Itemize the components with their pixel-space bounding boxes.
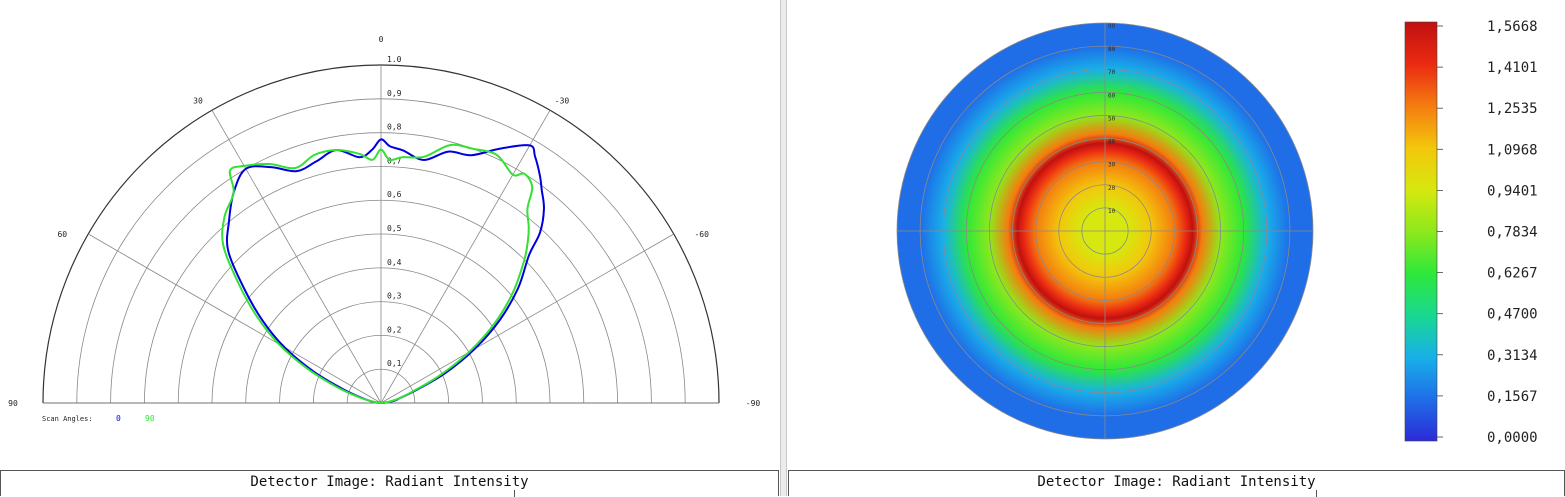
colorbar [1404,21,1438,442]
colorbar-tick-label: 0,9401 [1487,183,1538,199]
series-line-0 [225,138,545,405]
colorbar-tick-label: 1,4101 [1487,60,1538,76]
legend-entry-90: 90 [145,414,155,423]
polar-chart: 0 30 -30 60 -60 90 -90 1.0 0,9 0,8 0,7 0,6 0,5 0,4 0,3… [8,35,761,423]
radial-tick-label: 0,9 [387,89,402,98]
colorbar-tick-label: 0,1567 [1487,389,1538,405]
ring-tick-label: 30 [1108,162,1116,169]
ring-tick-label: 50 [1108,115,1116,122]
ring-tick-label: 90 [1108,23,1116,30]
left-caption-bar: Detector Image: Radiant Intensity [0,470,779,497]
radial-tick-label: 0,4 [387,258,402,267]
polar-plot-panel: 0 30 -30 60 -60 90 -90 1.0 0,9 0,8 0,7 0,6 0,5 0,4 0,3… [0,0,779,470]
colorbar-tick-label: 1,5668 [1487,19,1538,35]
right-caption-bar: Detector Image: Radiant Intensity [788,470,1565,497]
angle-spoke [380,110,551,404]
ring-tick-label: 10 [1108,208,1116,215]
angle-tick-label: 0 [379,35,384,44]
radial-tick-label: 0,7 [387,156,402,165]
radial-tick-label: 1.0 [387,55,402,64]
angle-spoke [380,233,674,404]
series-line-90 [221,143,534,404]
angle-spoke [88,233,382,404]
radial-tick-label: 0,8 [387,123,402,132]
ring-tick-label: 20 [1108,185,1116,192]
angle-tick-label: -90 [746,399,761,408]
radial-tick-label: 0,5 [387,224,402,233]
detector-image-panel: 90 80 70 60 50 40 30 20 10 1,5668 1,4101 1,2535 1,09… [788,0,1565,470]
colorbar-tick-label: 1,0968 [1487,142,1538,158]
colorbar-tick-label: 0,3134 [1487,348,1538,364]
angle-tick-label: 30 [193,96,203,105]
angle-spoke [211,110,382,404]
colorbar-tick-label: 0,4700 [1487,307,1538,323]
colorbar-tick-label: 0,0000 [1487,430,1538,446]
colorbar-tick-label: 0,7834 [1487,225,1538,241]
ring-tick-label: 60 [1108,92,1116,99]
colorbar-tick-label: 1,2535 [1487,101,1538,117]
panel-divider[interactable] [780,0,787,496]
legend-entry-0: 0 [116,414,121,423]
angle-tick-label: 90 [8,399,18,408]
polar-grid [42,64,720,404]
caption-separator [514,490,515,497]
angle-tick-label: -30 [555,96,570,105]
heatmap-grid [896,22,1314,440]
colorbar-tick-label: 0,6267 [1487,266,1538,282]
legend-title: Scan Angles: [42,415,93,423]
ring-tick-label: 70 [1108,69,1116,76]
ring-tick-label: 40 [1108,139,1116,146]
ring-tick-label: 80 [1108,46,1116,53]
right-caption: Detector Image: Radiant Intensity [1037,474,1316,490]
radial-tick-label: 0,1 [387,359,402,368]
radial-tick-label: 0,2 [387,325,402,334]
angle-tick-label: -60 [694,230,709,239]
radial-tick-label: 0,3 [387,292,402,301]
left-caption: Detector Image: Radiant Intensity [250,474,529,490]
caption-separator [1316,490,1317,497]
heatmap-chart: 90 80 70 60 50 40 30 20 10 1,5668 1,4101 1,2535 1,09… [896,19,1538,446]
radial-tick-label: 0,6 [387,190,402,199]
angle-tick-label: 60 [57,230,67,239]
